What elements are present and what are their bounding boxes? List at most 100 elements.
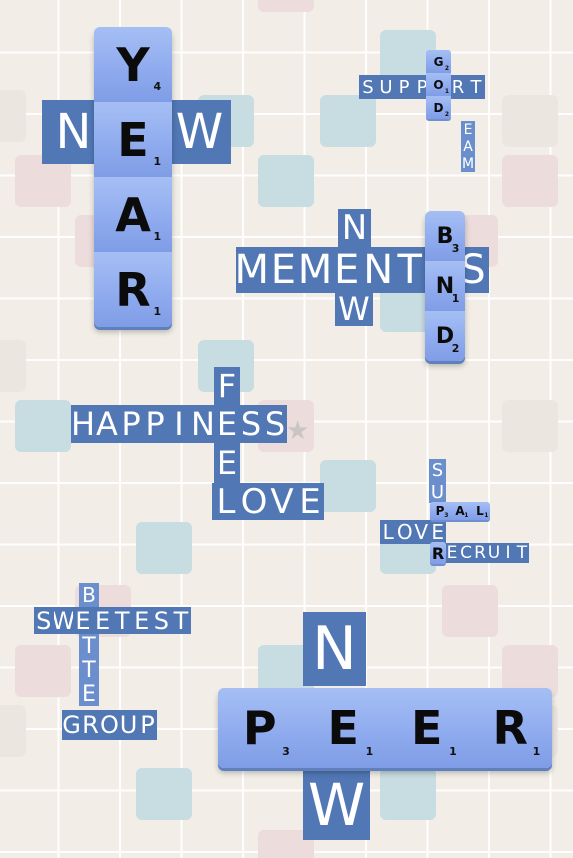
bonus-square <box>380 768 436 820</box>
bonus-square <box>320 460 376 512</box>
tile-points: 1 <box>449 745 457 759</box>
letter-cell: E <box>214 443 240 483</box>
letter-cell: M <box>299 247 331 293</box>
letter-cell: S <box>429 459 446 481</box>
tile-points: 1 <box>153 305 162 318</box>
tile-points: 1 <box>444 87 449 95</box>
letter-cell: O <box>396 520 413 544</box>
letter-cell: U <box>487 543 501 563</box>
tile-letter: Y <box>116 37 150 92</box>
tile-points: 1 <box>153 230 162 243</box>
tile-points: 1 <box>464 511 469 519</box>
letter-cell: C <box>459 543 473 563</box>
tile-points: 3 <box>444 511 449 519</box>
letter-cell: T <box>467 75 485 99</box>
letter-cell: S <box>359 75 377 99</box>
tile-points: 1 <box>153 155 162 168</box>
letter-cell: I <box>501 543 515 563</box>
letter-cell: S <box>151 607 172 634</box>
word-n-big: N <box>303 612 366 686</box>
letter-cell: E <box>429 520 446 544</box>
bonus-square <box>258 155 314 207</box>
letter-cell: E <box>330 247 363 293</box>
letter-cell: A <box>461 138 475 155</box>
tile-points: 3 <box>282 745 290 759</box>
tile-letter: E <box>327 701 359 755</box>
bonus-square <box>0 340 26 392</box>
letter-cell: T <box>79 658 99 682</box>
bonus-square <box>15 400 71 452</box>
letter-cell: L <box>380 520 397 544</box>
letter-cell: P <box>395 75 413 99</box>
bonus-square <box>136 522 192 574</box>
tile-points: 1 <box>532 745 541 759</box>
letter-cell: O <box>240 483 268 520</box>
letter-cell: T <box>112 607 132 634</box>
letter-cell: E <box>296 483 324 520</box>
tile-letter: P <box>435 504 445 518</box>
tile-points: 2 <box>444 110 449 118</box>
word-f-above: F <box>214 367 240 405</box>
tile-points: 2 <box>451 342 460 355</box>
letter-cell: L <box>212 483 240 520</box>
letter-cell: U <box>429 481 446 503</box>
letter-cell: H <box>71 405 95 443</box>
letter-tile[interactable]: R <box>430 542 446 564</box>
letter-cell: V <box>268 483 296 520</box>
letter-cell: E <box>79 682 99 706</box>
letter-cell: U <box>119 710 138 740</box>
tile-letter: D <box>433 100 444 115</box>
tile-letter: R <box>115 262 151 317</box>
letter-cell: V <box>413 520 430 544</box>
tile-letter: P <box>242 701 277 755</box>
letter-cell: W <box>303 770 370 840</box>
letter-cell: E <box>445 543 459 563</box>
letter-cell: T <box>393 247 426 293</box>
letter-cell: E <box>461 121 475 138</box>
bonus-square <box>320 95 376 147</box>
letter-cell: T <box>171 607 191 634</box>
tile-letter: B <box>436 223 454 249</box>
tile-letter: O <box>433 77 444 92</box>
bonus-square <box>258 0 314 12</box>
letter-cell: W <box>53 607 74 634</box>
letter-cell: N <box>303 612 366 686</box>
tile-points: 4 <box>153 80 162 93</box>
tile-points: 1 <box>451 292 460 305</box>
tile-letter: A <box>115 187 151 242</box>
word-n-above: N <box>338 209 371 247</box>
letter-cell: S <box>34 607 54 634</box>
word-w-below: W <box>335 292 373 326</box>
letter-cell: S <box>239 405 263 443</box>
letter-cell: O <box>100 710 119 740</box>
letter-cell: T <box>79 634 99 658</box>
center-star-icon: ★ <box>286 416 310 446</box>
letter-cell: P <box>143 405 167 443</box>
